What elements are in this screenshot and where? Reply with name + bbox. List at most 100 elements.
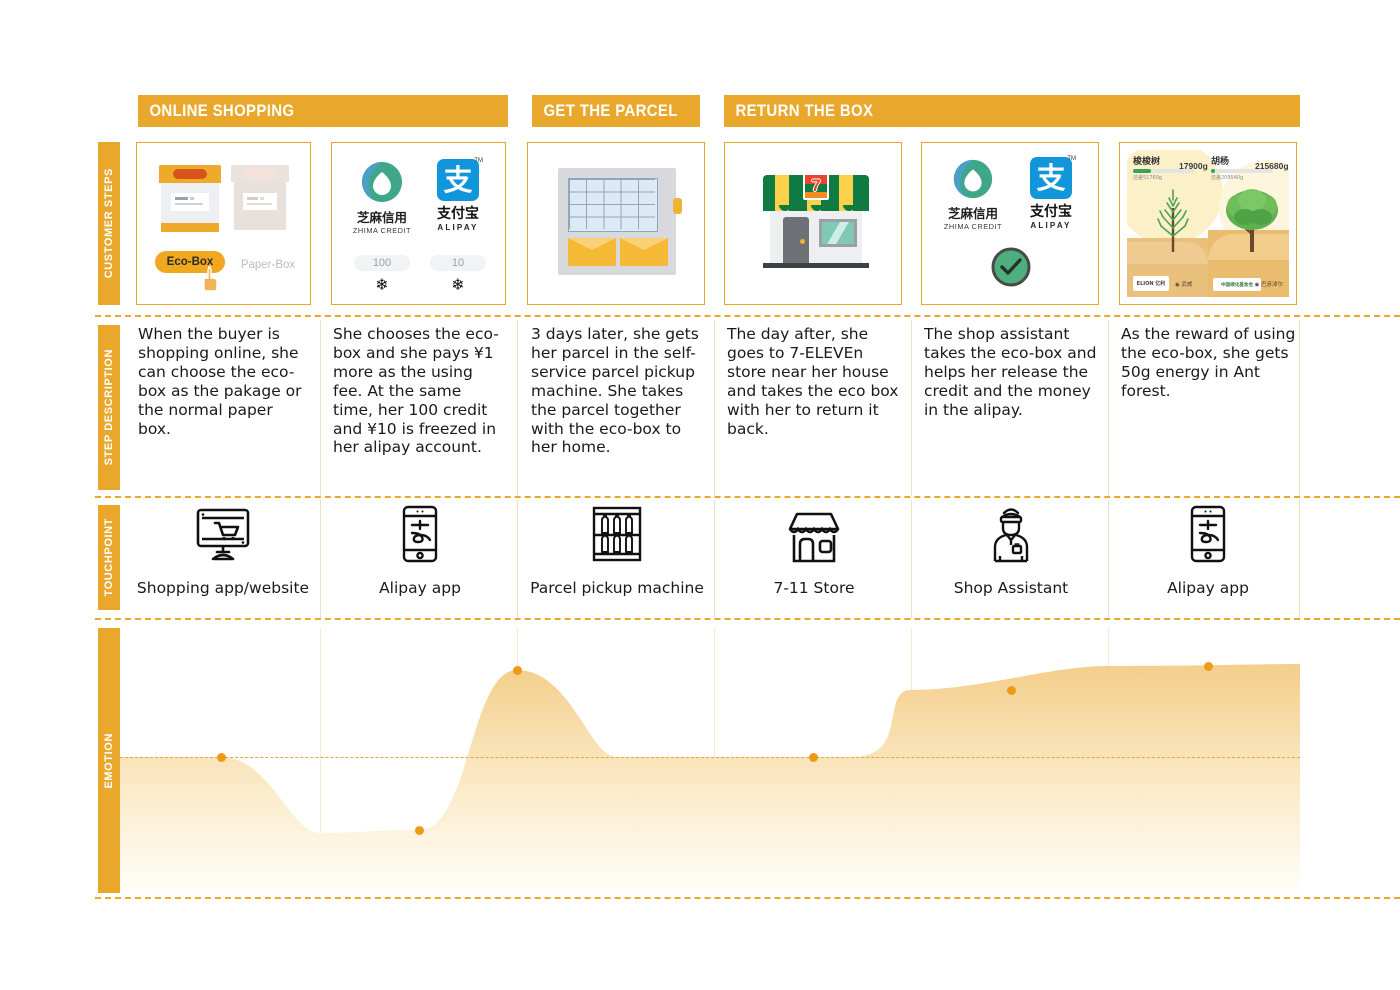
column-divider: [911, 320, 912, 496]
row-separator-after-steps: [95, 315, 1400, 317]
illustration-eco-box-choice: Eco-Box Paper-Box: [137, 143, 310, 304]
column-divider: [1108, 320, 1109, 496]
alipay-logo-cn: 支付宝: [1030, 204, 1072, 220]
illustration-credit-released: 芝麻信用 ZHIMA CREDIT 支 TM 支付宝 ALIPAY: [922, 143, 1098, 304]
money-value: 10: [451, 257, 465, 269]
emotion-point-5: [1006, 685, 1016, 695]
column-divider: [517, 320, 518, 496]
pointer-hand-icon: [201, 266, 221, 292]
emotion-point-2: [414, 825, 424, 835]
row-label-touchpoint: TOUCHPOINT: [98, 505, 120, 610]
touchpoint-4: 7-11 Store: [716, 505, 912, 597]
tree-graphic: [1223, 184, 1281, 257]
touchpoint-2: Alipay app: [322, 505, 518, 597]
step-description-5: The shop assistant takes the eco-box and…: [924, 325, 1097, 419]
smartphone-alipay-icon: [322, 505, 518, 563]
alipay-tm: TM: [474, 158, 483, 164]
touchpoint-label: Parcel pickup machine: [530, 579, 704, 597]
tree1-place: ◉ 武威: [1175, 282, 1193, 288]
credit-value: 100: [372, 257, 392, 269]
eco-box-graphic: [159, 165, 221, 239]
column-divider: [517, 500, 518, 618]
freeze-snowflake-icon: ❄: [375, 277, 389, 294]
step-card-4[interactable]: 7: [724, 142, 902, 305]
row-label-emotion: EMOTION: [98, 628, 120, 893]
alipay-logo-en: ALIPAY: [437, 223, 479, 232]
smartphone-alipay-icon: [1110, 505, 1306, 563]
touchpoint-label: 7-11 Store: [773, 579, 855, 597]
emotion-point-4: [808, 752, 818, 762]
phase-banner-get-the-parcel: GET THE PARCEL: [532, 95, 700, 127]
phase-banner-label: RETURN THE BOX: [735, 101, 874, 120]
phase-banner-online-shopping: ONLINE SHOPPING: [138, 95, 508, 127]
alipay-logo-cn: 支付宝: [437, 206, 479, 222]
step-card-3[interactable]: [527, 142, 705, 305]
illustration-ant-forest: 梭梭树 还差51760g 17900g 胡杨 还差209540g 215680g: [1120, 143, 1296, 304]
emotion-point-1: [216, 752, 226, 762]
step-description-3: 3 days later, she gets her parcel in the…: [531, 325, 699, 457]
emotion-baseline: [120, 757, 1300, 758]
row-label-step-description: STEP DESCRIPTION: [98, 325, 120, 490]
desktop-shopping-cart-icon: [125, 505, 321, 563]
tree-card-1: 梭梭树 还差51760g: [1133, 154, 1205, 181]
freeze-snowflake-icon: ❄: [451, 277, 465, 294]
row-separator-bottom: [95, 897, 1400, 899]
sapling-graphic: [1149, 186, 1197, 257]
emotion-point-3: [512, 665, 522, 675]
tree2-sponsor-text: 中国绿化基金会: [1220, 282, 1254, 288]
row-label-customer-steps: CUSTOMER STEPS: [98, 142, 120, 305]
locker-screen[interactable]: [673, 198, 682, 214]
row-label-text: TOUCHPOINT: [103, 518, 115, 597]
paper-box-graphic: [231, 165, 289, 239]
alipay-tm: TM: [1067, 156, 1076, 162]
step-card-2[interactable]: 芝麻信用 ZHIMA CREDIT 支 TM 支付宝 ALIPAY 100 10: [331, 142, 506, 305]
step-card-6[interactable]: 梭梭树 还差51760g 17900g 胡杨 还差209540g 215680g: [1119, 142, 1297, 305]
touchpoint-label: Alipay app: [1167, 579, 1249, 597]
column-divider: [714, 320, 715, 496]
column-divider: [320, 320, 321, 496]
seven-eleven-sign: 7: [803, 173, 829, 200]
tree2-place: ◉ 巴彦淖尔: [1254, 282, 1283, 288]
illustration-parcel-locker: [528, 143, 704, 304]
tree1-sponsor-badge: ELION 亿利: [1133, 276, 1169, 291]
money-value-pill: 10: [430, 255, 486, 271]
touchpoint-label: Shop Assistant: [953, 579, 1069, 597]
eco-box-select-pill[interactable]: Eco-Box: [155, 251, 225, 273]
row-separator-after-description: [95, 496, 1400, 498]
storefront-icon: [716, 505, 912, 563]
phase-banner-return-the-box: RETURN THE BOX: [724, 95, 1300, 127]
step-card-5[interactable]: 芝麻信用 ZHIMA CREDIT 支 TM 支付宝 ALIPAY: [921, 142, 1099, 305]
touchpoint-label: Shopping app/website: [136, 579, 310, 597]
column-divider: [911, 500, 912, 618]
step-card-1[interactable]: Eco-Box Paper-Box: [136, 142, 311, 305]
locker-body: [558, 168, 682, 275]
zhima-logo-cn: 芝麻信用: [947, 206, 998, 221]
tree1-weight: 17900g: [1179, 161, 1208, 171]
row-label-text: CUSTOMER STEPS: [103, 168, 115, 279]
zhima-logo-en: ZHIMA CREDIT: [943, 222, 1003, 231]
emotion-chart: [120, 628, 1300, 893]
tree2-name: 胡杨: [1211, 157, 1230, 167]
alipay-logo: 支 TM 支付宝 ALIPAY: [1016, 156, 1086, 230]
tree2-sub: 还差209540g: [1211, 175, 1244, 181]
touchpoint-6: Alipay app: [1110, 505, 1306, 597]
tree1-sponsor-text: ELION 亿利: [1136, 281, 1166, 287]
phase-banner-label: ONLINE SHOPPING: [149, 101, 295, 120]
vending-shelf-icon: [519, 505, 715, 563]
touchpoint-1: Shopping app/website: [125, 505, 321, 597]
alipay-logo: 支 TM 支付宝 ALIPAY: [424, 158, 492, 232]
store-window: [819, 219, 857, 247]
tree2-weight: 215680g: [1255, 161, 1289, 171]
touchpoint-5: Shop Assistant: [913, 505, 1109, 597]
credit-value-pill: 100: [354, 255, 410, 271]
step-description-4: The day after, she goes to 7-ELEVEn stor…: [727, 325, 899, 438]
row-separator-after-touchpoint: [95, 618, 1400, 620]
zhima-logo-en: ZHIMA CREDIT: [352, 226, 412, 235]
step-description-1: When the buyer is shopping online, she c…: [138, 325, 302, 438]
zhima-credit-logo: 芝麻信用 ZHIMA CREDIT: [938, 157, 1008, 231]
touchpoint-3: Parcel pickup machine: [519, 505, 715, 597]
shop-assistant-icon: [913, 505, 1109, 563]
eco-box-pill-label: Eco-Box: [166, 256, 214, 268]
store-door[interactable]: [783, 217, 809, 263]
